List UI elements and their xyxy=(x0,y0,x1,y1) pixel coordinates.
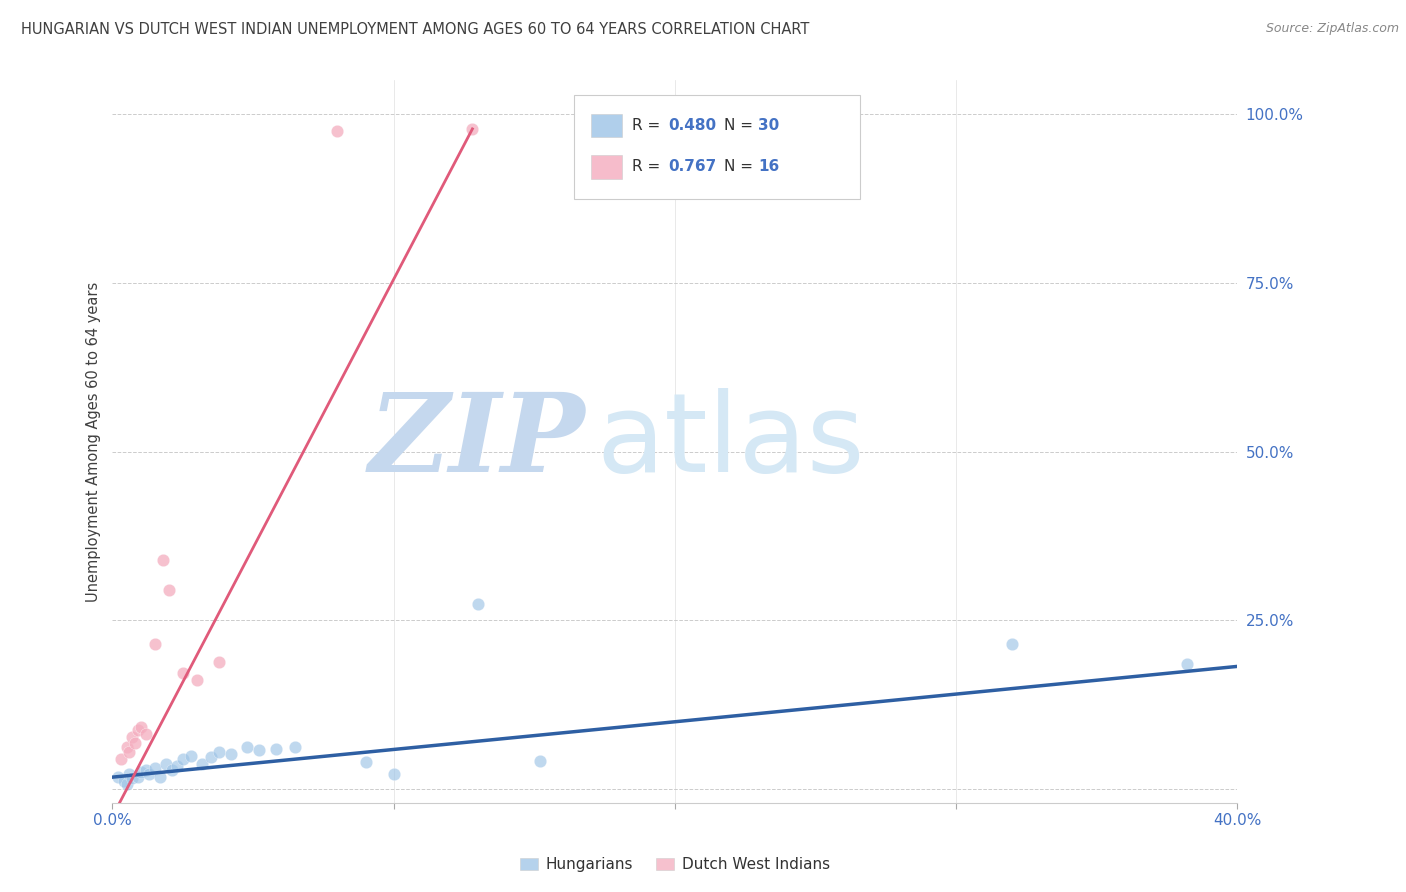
Point xyxy=(157,583,180,598)
Point xyxy=(354,756,377,770)
Point xyxy=(160,764,183,778)
Point xyxy=(152,552,174,566)
Point xyxy=(138,767,160,781)
Point xyxy=(284,740,307,755)
Point xyxy=(155,756,177,771)
Point xyxy=(121,772,143,786)
Point xyxy=(115,777,138,791)
Point xyxy=(127,770,149,784)
Point xyxy=(180,748,202,763)
Text: R =: R = xyxy=(633,119,665,133)
Point xyxy=(135,727,157,741)
Text: N =: N = xyxy=(724,119,758,133)
Point xyxy=(118,745,141,759)
Point xyxy=(143,761,166,775)
Point xyxy=(461,122,484,136)
FancyBboxPatch shape xyxy=(591,114,621,137)
Point xyxy=(1175,657,1198,672)
Point xyxy=(172,666,194,681)
Text: HUNGARIAN VS DUTCH WEST INDIAN UNEMPLOYMENT AMONG AGES 60 TO 64 YEARS CORRELATIO: HUNGARIAN VS DUTCH WEST INDIAN UNEMPLOYM… xyxy=(21,22,810,37)
Point xyxy=(107,770,129,784)
Point xyxy=(186,673,208,687)
Point xyxy=(1001,637,1024,651)
Legend: Hungarians, Dutch West Indians: Hungarians, Dutch West Indians xyxy=(513,851,837,879)
Point xyxy=(191,756,214,771)
Point xyxy=(326,124,349,138)
Point xyxy=(208,656,231,670)
Text: 0.480: 0.480 xyxy=(668,119,716,133)
Point xyxy=(127,723,149,737)
Point xyxy=(124,736,146,750)
Point xyxy=(129,765,152,780)
Point xyxy=(529,754,551,768)
Point xyxy=(115,740,138,755)
Point xyxy=(467,597,489,611)
Point xyxy=(143,637,166,651)
Text: atlas: atlas xyxy=(596,388,865,495)
Text: 16: 16 xyxy=(758,160,779,175)
Point xyxy=(166,758,188,772)
Point xyxy=(200,750,222,764)
Text: N =: N = xyxy=(724,160,758,175)
Point xyxy=(135,764,157,778)
Point xyxy=(172,752,194,766)
Text: 30: 30 xyxy=(758,119,779,133)
Point xyxy=(121,730,143,744)
Point xyxy=(110,752,132,766)
Text: 0.767: 0.767 xyxy=(668,160,717,175)
Point xyxy=(247,743,270,757)
Point xyxy=(129,720,152,734)
Point xyxy=(118,767,141,781)
Point xyxy=(236,740,259,755)
Point xyxy=(149,770,172,784)
Text: Source: ZipAtlas.com: Source: ZipAtlas.com xyxy=(1265,22,1399,36)
Point xyxy=(219,747,242,761)
Point xyxy=(264,741,287,756)
Text: ZIP: ZIP xyxy=(368,388,585,495)
Point xyxy=(112,774,135,789)
Point xyxy=(382,767,405,781)
FancyBboxPatch shape xyxy=(591,155,621,178)
Point xyxy=(208,745,231,759)
Text: R =: R = xyxy=(633,160,665,175)
Y-axis label: Unemployment Among Ages 60 to 64 years: Unemployment Among Ages 60 to 64 years xyxy=(86,281,101,602)
FancyBboxPatch shape xyxy=(574,95,860,200)
